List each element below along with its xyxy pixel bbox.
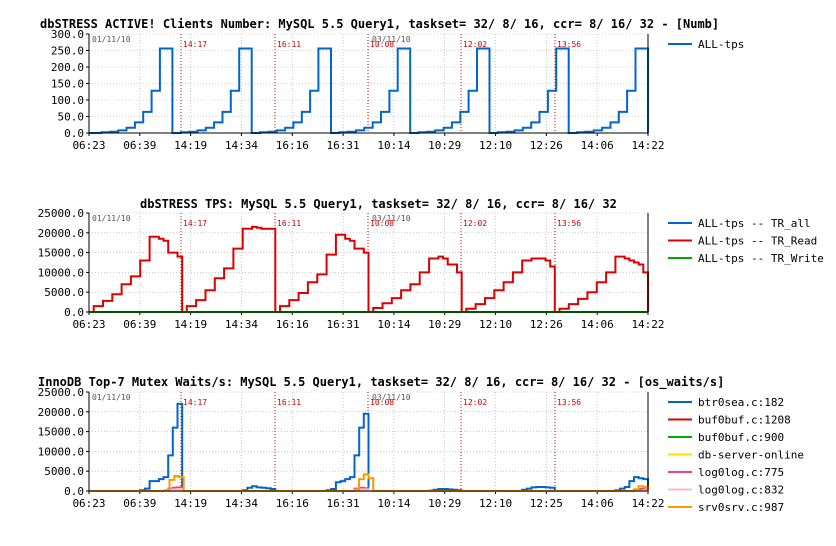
x-tick-label: 06:23 — [72, 497, 105, 510]
y-tick-label: 150.0 — [51, 78, 84, 91]
y-tick-label: 10000.0 — [38, 445, 84, 458]
x-tick-label: 12:10 — [479, 139, 512, 152]
session-marker-label: 10:08 — [370, 398, 394, 407]
x-tick-label: 12:10 — [479, 318, 512, 331]
y-tick-label: 0.0 — [64, 127, 84, 140]
x-tick-label: 06:39 — [123, 139, 156, 152]
y-tick-label: 100.0 — [51, 94, 84, 107]
y-tick-label: 20000.0 — [38, 227, 84, 240]
x-tick-label: 14:22 — [631, 318, 664, 331]
legend-label: srv0srv.c:987 — [698, 501, 784, 514]
legend-label: log0log.c:775 — [698, 466, 784, 479]
y-tick-label: 15000.0 — [38, 247, 84, 260]
y-tick-label: 25000.0 — [38, 386, 84, 399]
x-tick-label: 10:14 — [377, 318, 410, 331]
chart-panel-2: InnoDB Top-7 Mutex Waits/s: MySQL 5.5 Qu… — [38, 375, 804, 514]
legend-label: buf0buf.c:900 — [698, 431, 784, 444]
date-label: 03/11/10 — [372, 35, 411, 44]
x-tick-label: 14:19 — [174, 318, 207, 331]
session-marker-label: 12:02 — [463, 398, 487, 407]
session-marker-label: 14:17 — [183, 40, 207, 49]
x-tick-label: 14:22 — [631, 139, 664, 152]
x-tick-label: 14:06 — [581, 318, 614, 331]
x-tick-label: 10:29 — [428, 139, 461, 152]
x-tick-label: 16:31 — [327, 318, 360, 331]
legend-label: btr0sea.c:182 — [698, 396, 784, 409]
y-tick-label: 250.0 — [51, 45, 84, 58]
y-tick-label: 0.0 — [64, 485, 84, 498]
y-tick-label: 50.0 — [58, 111, 85, 124]
x-tick-label: 14:06 — [581, 139, 614, 152]
x-tick-label: 12:25 — [530, 497, 563, 510]
session-marker-label: 13:56 — [557, 219, 581, 228]
date-label: 03/11/10 — [372, 393, 411, 402]
chart-panel-0: dbSTRESS ACTIVE! Clients Number: MySQL 5… — [40, 17, 744, 152]
chart-panel-1: dbSTRESS TPS: MySQL 5.5 Query1, taskset=… — [38, 197, 824, 331]
series-line-0 — [89, 47, 649, 134]
x-tick-label: 16:16 — [276, 139, 309, 152]
y-tick-label: 10000.0 — [38, 266, 84, 279]
date-label: 01/11/10 — [92, 214, 131, 223]
x-tick-label: 16:31 — [327, 139, 360, 152]
x-tick-label: 10:14 — [377, 497, 410, 510]
x-tick-label: 14:06 — [581, 497, 614, 510]
x-tick-label: 14:19 — [174, 139, 207, 152]
legend-label: ALL-tps -- TR_Write — [698, 252, 824, 265]
y-tick-label: 300.0 — [51, 28, 84, 41]
x-tick-label: 10:29 — [428, 318, 461, 331]
series-line-1 — [89, 225, 649, 313]
y-tick-label: 15000.0 — [38, 426, 84, 439]
date-label: 01/11/10 — [92, 35, 131, 44]
session-marker-label: 13:56 — [557, 398, 581, 407]
x-tick-label: 16:16 — [276, 318, 309, 331]
x-tick-label: 14:19 — [174, 497, 207, 510]
y-tick-label: 0.0 — [64, 306, 84, 319]
y-tick-label: 5000.0 — [44, 286, 84, 299]
session-marker-label: 10:08 — [370, 40, 394, 49]
x-tick-label: 14:34 — [225, 497, 258, 510]
session-marker-label: 16:11 — [277, 40, 301, 49]
session-marker-label: 12:02 — [463, 219, 487, 228]
y-tick-label: 5000.0 — [44, 465, 84, 478]
x-tick-label: 14:34 — [225, 139, 258, 152]
date-label: 03/11/10 — [372, 214, 411, 223]
legend-label: ALL-tps -- TR_all — [698, 217, 811, 230]
legend-label: buf0buf.c:1208 — [698, 414, 791, 427]
y-tick-label: 200.0 — [51, 61, 84, 74]
x-tick-label: 12:10 — [479, 497, 512, 510]
session-marker-label: 10:08 — [370, 219, 394, 228]
chart-title: dbSTRESS ACTIVE! Clients Number: MySQL 5… — [40, 17, 719, 31]
session-marker-label: 14:17 — [183, 398, 207, 407]
x-tick-label: 14:22 — [631, 497, 664, 510]
legend-label: db-server-online — [698, 449, 804, 462]
legend-label: ALL-tps -- TR_Read — [698, 235, 817, 248]
x-tick-label: 06:39 — [123, 497, 156, 510]
x-tick-label: 12:26 — [530, 318, 563, 331]
chart-title: InnoDB Top-7 Mutex Waits/s: MySQL 5.5 Qu… — [38, 375, 724, 390]
session-marker-label: 12:02 — [463, 40, 487, 49]
y-tick-label: 20000.0 — [38, 406, 84, 419]
x-tick-label: 10:14 — [377, 139, 410, 152]
x-tick-label: 12:26 — [530, 139, 563, 152]
x-tick-label: 16:31 — [327, 497, 360, 510]
x-tick-label: 06:23 — [72, 318, 105, 331]
session-marker-label: 16:11 — [277, 219, 301, 228]
legend-label: ALL-tps — [698, 38, 744, 51]
x-tick-label: 06:39 — [123, 318, 156, 331]
date-label: 01/11/10 — [92, 393, 131, 402]
x-tick-label: 10:29 — [428, 497, 461, 510]
chart-title: dbSTRESS TPS: MySQL 5.5 Query1, taskset=… — [140, 197, 617, 211]
session-marker-label: 14:17 — [183, 219, 207, 228]
session-marker-label: 16:11 — [277, 398, 301, 407]
session-marker-label: 13:56 — [557, 40, 581, 49]
x-tick-label: 16:16 — [276, 497, 309, 510]
y-tick-label: 25000.0 — [38, 207, 84, 220]
legend-label: log0log.c:832 — [698, 484, 784, 497]
x-tick-label: 14:34 — [225, 318, 258, 331]
x-tick-label: 06:23 — [72, 139, 105, 152]
